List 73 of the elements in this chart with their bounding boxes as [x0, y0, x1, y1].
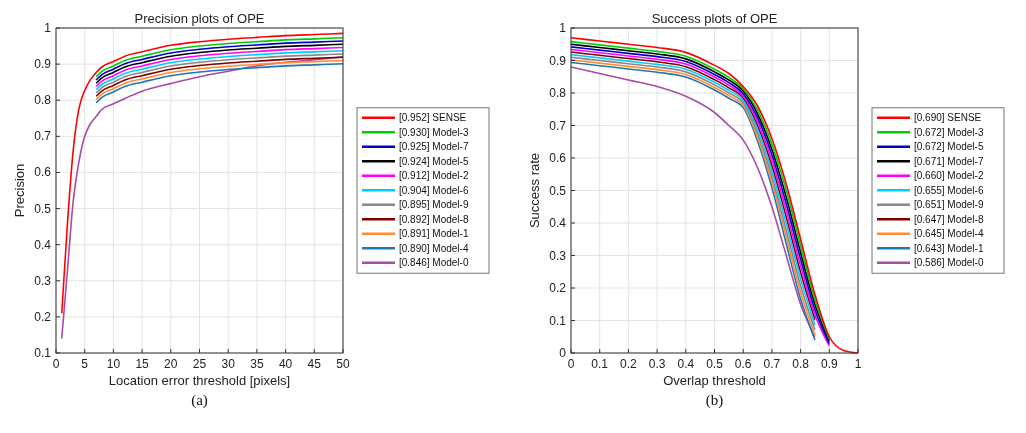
x-tick-label: 40: [278, 357, 293, 371]
legend-label: [0.645] Model-4: [914, 228, 984, 240]
y-tick-label: 0.3: [34, 273, 52, 288]
y-tick-label: 0.9: [34, 57, 52, 72]
line-series: [60, 56, 344, 340]
legend-label: [0.672] Model-5: [914, 141, 984, 153]
chart-title: Precision plots of OPE: [134, 11, 265, 26]
legend-label: [0.672] Model-3: [914, 126, 984, 138]
y-tick-label: 0.3: [549, 248, 567, 263]
x-tick-label: 0.3: [648, 357, 666, 371]
legend-label: [0.671] Model-7: [914, 155, 984, 167]
legend-label: [0.690] SENSE: [914, 112, 982, 124]
y-tick-label: 0.1: [549, 313, 567, 328]
legend-label: [0.586] Model-0: [914, 257, 984, 269]
legend-label: [0.904] Model-6: [399, 184, 469, 196]
y-tick-label: 0.8: [549, 86, 567, 100]
y-tick-label: 0.7: [549, 118, 567, 133]
x-tick-label: 30: [221, 357, 236, 371]
legend-label: [0.912] Model-2: [399, 170, 469, 182]
y-axis-title: Success rate: [527, 152, 542, 229]
y-tick-label: 0.9: [549, 53, 567, 68]
y-tick-label: 0.1: [34, 346, 52, 360]
y-tick-label: 0.8: [34, 93, 52, 108]
y-tick-label: 0.2: [549, 281, 567, 295]
x-tick-label: 5: [81, 357, 89, 371]
legend-label: [0.647] Model-8: [914, 213, 984, 225]
x-tick-label: 0.5: [706, 357, 724, 371]
legend-label: [0.846] Model-0: [399, 257, 469, 269]
legend-label: [0.892] Model-8: [399, 213, 469, 225]
y-tick-label: 0.7: [34, 129, 52, 144]
text: (a): [191, 392, 208, 409]
legend-label: [0.925] Model-7: [399, 141, 469, 153]
y-axis-title: Precision: [12, 163, 27, 218]
x-tick-label: 15: [135, 357, 150, 371]
y-tick-label: 1: [44, 21, 52, 35]
x-tick-label: 50: [336, 357, 350, 371]
y-tick-label: 1: [559, 21, 567, 35]
x-axis-title: Location error threshold [pixels]: [108, 373, 291, 388]
legend-label: [0.924] Model-5: [399, 155, 469, 167]
text: (b): [705, 392, 724, 409]
y-tick-label: 0.6: [549, 151, 567, 165]
y-tick-label: 0.5: [34, 201, 52, 216]
x-tick-label: 45: [307, 357, 322, 371]
legend-label: [0.655] Model-6: [914, 184, 984, 196]
legend-label: [0.891] Model-1: [399, 228, 469, 240]
y-tick-label: 0.4: [34, 237, 52, 252]
legend-label: [0.930] Model-3: [399, 126, 469, 138]
y-tick-label: 0.5: [549, 183, 567, 198]
y-tick-label: 0: [559, 346, 567, 360]
y-tick-label: 0.4: [549, 216, 567, 230]
x-tick-label: 0.2: [620, 357, 638, 371]
x-tick-label: 25: [192, 357, 207, 371]
x-tick-label: 10: [106, 357, 121, 371]
x-tick-label: 0.6: [734, 357, 752, 371]
x-tick-label: 0.9: [820, 357, 838, 371]
legend-label: [0.952] SENSE: [399, 112, 467, 124]
x-tick-label: 35: [250, 357, 264, 371]
x-tick-label: 1: [854, 357, 862, 371]
legend-label: [0.660] Model-2: [914, 170, 984, 182]
y-tick-label: 0.2: [34, 309, 52, 324]
x-tick-label: 0.7: [763, 357, 781, 371]
legend-label: [0.890] Model-4: [399, 242, 469, 254]
x-tick-label: 0.1: [591, 357, 609, 371]
x-axis-title: Overlap threshold: [663, 373, 766, 388]
chart-title: Success plots of OPE: [651, 11, 778, 26]
legend-label: [0.643] Model-1: [914, 242, 984, 254]
y-tick-label: 0.6: [34, 165, 52, 180]
x-tick-label: 0.8: [792, 357, 810, 371]
x-tick-label: 20: [164, 357, 178, 371]
legend-label: [0.895] Model-9: [399, 199, 469, 211]
x-tick-label: 0.4: [677, 357, 695, 371]
legend-label: [0.651] Model-9: [914, 199, 984, 211]
line-series: [60, 32, 344, 315]
